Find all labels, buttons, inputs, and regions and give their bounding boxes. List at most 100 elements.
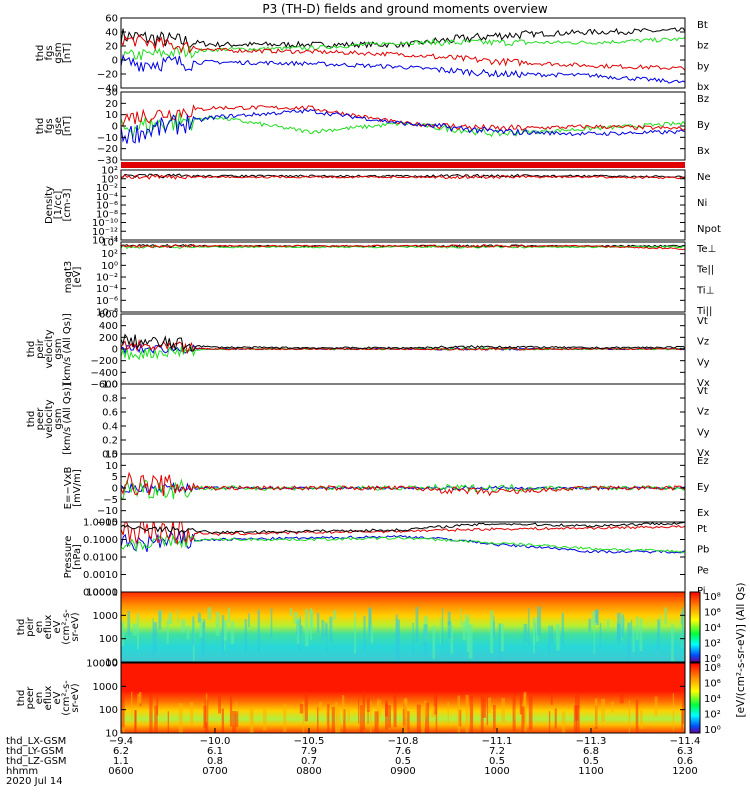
x-tick-label: 1100 (578, 766, 603, 777)
y-tick-label: 10⁻¹² (92, 227, 118, 238)
spectrogram-streak (421, 707, 425, 733)
x-tick-label: 0.7 (301, 756, 317, 767)
spectrogram-streak (156, 697, 159, 716)
spectrogram-streak (528, 695, 533, 730)
panel-frame (120, 241, 686, 313)
legend-Ti||: Ti|| (696, 306, 712, 317)
spectrogram-streak (121, 621, 124, 646)
x-tick-label: 7.9 (301, 746, 317, 757)
spectrogram-streak (441, 607, 444, 648)
spectrogram-streak (488, 697, 491, 714)
spectrogram-streak (367, 698, 370, 712)
series-Bt (121, 27, 685, 49)
spectrogram-streak (192, 616, 195, 646)
spectrogram-streak (205, 693, 208, 722)
spectrogram-streak (396, 619, 400, 662)
colorbar-tick-label: 10² (704, 710, 721, 721)
spectrogram-streak (431, 706, 436, 718)
spectrogram-streak (158, 610, 162, 630)
spectrogram-streak (460, 608, 462, 631)
spectrogram-streak (149, 694, 153, 733)
series-Vz (121, 338, 685, 355)
y-tick-label: 10⁻² (96, 183, 118, 194)
spectrogram-streak (490, 610, 494, 654)
y-tick-label: 60 (105, 14, 118, 25)
legend-Vz: Vz (697, 337, 709, 348)
spectrogram-streak (424, 700, 427, 719)
spectrogram-streak (514, 708, 516, 720)
spectrogram-streak (325, 705, 328, 728)
spectrogram-streak (548, 625, 551, 655)
spectrogram-streak (305, 609, 309, 647)
y-tick-label: 10⁻¹⁴ (92, 236, 118, 247)
y-axis-label: thd (35, 118, 46, 135)
spectrogram-streak (229, 696, 233, 727)
spectrogram-streak (423, 624, 428, 657)
spectrogram-streak (199, 618, 203, 638)
y-axis-label: eflux (43, 686, 54, 711)
spectrogram-streak (654, 696, 658, 716)
spectrogram-streak (457, 695, 461, 733)
spectrogram-streak (664, 607, 667, 625)
colorbar-tick-label: 10⁸ (704, 663, 721, 674)
y-tick-label: 10000 (86, 588, 118, 599)
spectrogram-streak (137, 693, 141, 708)
x-tick-label: 6.1 (207, 746, 223, 757)
spectrogram-streak (201, 622, 205, 658)
spectrogram-streak (533, 617, 536, 645)
spectrogram-streak (230, 621, 235, 644)
legend-Vy: Vy (697, 357, 710, 368)
x-row-label: thd_LY-GSM (6, 746, 63, 757)
spectrogram-streak (493, 705, 496, 730)
spectrogram-streak (469, 695, 474, 733)
y-tick-label: 20 (105, 42, 118, 53)
y-tick-label: 10⁻⁴ (96, 284, 118, 295)
y-tick-label: 0.6 (102, 408, 118, 419)
spectrogram-streak (167, 711, 169, 733)
spectrogram-streak (465, 694, 469, 733)
spectrogram-streak (599, 623, 602, 649)
spectrogram-streak (601, 698, 605, 722)
y-tick-label: 10⁻⁸ (96, 209, 118, 220)
y-tick-label: 200 (99, 333, 118, 344)
date-label: 2020 Jul 14 (6, 776, 63, 787)
y-tick-label: 0.1000 (83, 535, 118, 546)
spectrogram-streak (316, 612, 320, 633)
spectrogram-streak (131, 691, 133, 720)
legend-bx: bx (697, 82, 709, 93)
spectrogram-streak (527, 608, 530, 646)
x-tick-label: −11.1 (482, 736, 513, 747)
y-axis-label: eflux (43, 615, 54, 640)
y-tick-label: 30 (105, 88, 118, 99)
spectrogram-streak (493, 615, 495, 639)
spectrogram-streak (296, 617, 300, 645)
y-axis-label: gsm (53, 338, 64, 359)
spectrogram-streak (486, 693, 489, 726)
colorbar-tick-label: 10⁴ (704, 623, 721, 634)
spectrogram-streak (512, 696, 516, 731)
density-red-band (121, 162, 685, 168)
spectrogram-streak (227, 607, 231, 623)
panel-peir-eflux: 10000 1000 100 10 thdpeirenefluxeV(cm²-s-sr-… (16, 588, 686, 669)
spectrogram-streak (462, 621, 467, 641)
spectrogram-streak (616, 623, 621, 644)
y-axis-label: [nPa] (72, 544, 83, 570)
spectrogram-streak (319, 702, 322, 711)
y-tick-label: −30 (97, 156, 118, 167)
y-tick-label: 5 (112, 472, 118, 483)
spectrogram-streak (632, 625, 635, 653)
x-row-label: hhmm (6, 766, 38, 777)
series-Pi (121, 530, 685, 554)
spectrogram-streak (221, 708, 224, 733)
y-axis-label: E=−VxB (63, 467, 74, 510)
y-axis-label: thd (35, 45, 46, 62)
x-tick-label: 6.8 (583, 746, 599, 757)
panel-frame (120, 17, 686, 89)
spectrogram-streak (132, 623, 137, 636)
spectrogram-streak (501, 698, 505, 723)
series-Vt (121, 333, 685, 352)
spectrogram-streak (367, 710, 369, 724)
y-tick-label: 10⁻² (96, 273, 118, 284)
